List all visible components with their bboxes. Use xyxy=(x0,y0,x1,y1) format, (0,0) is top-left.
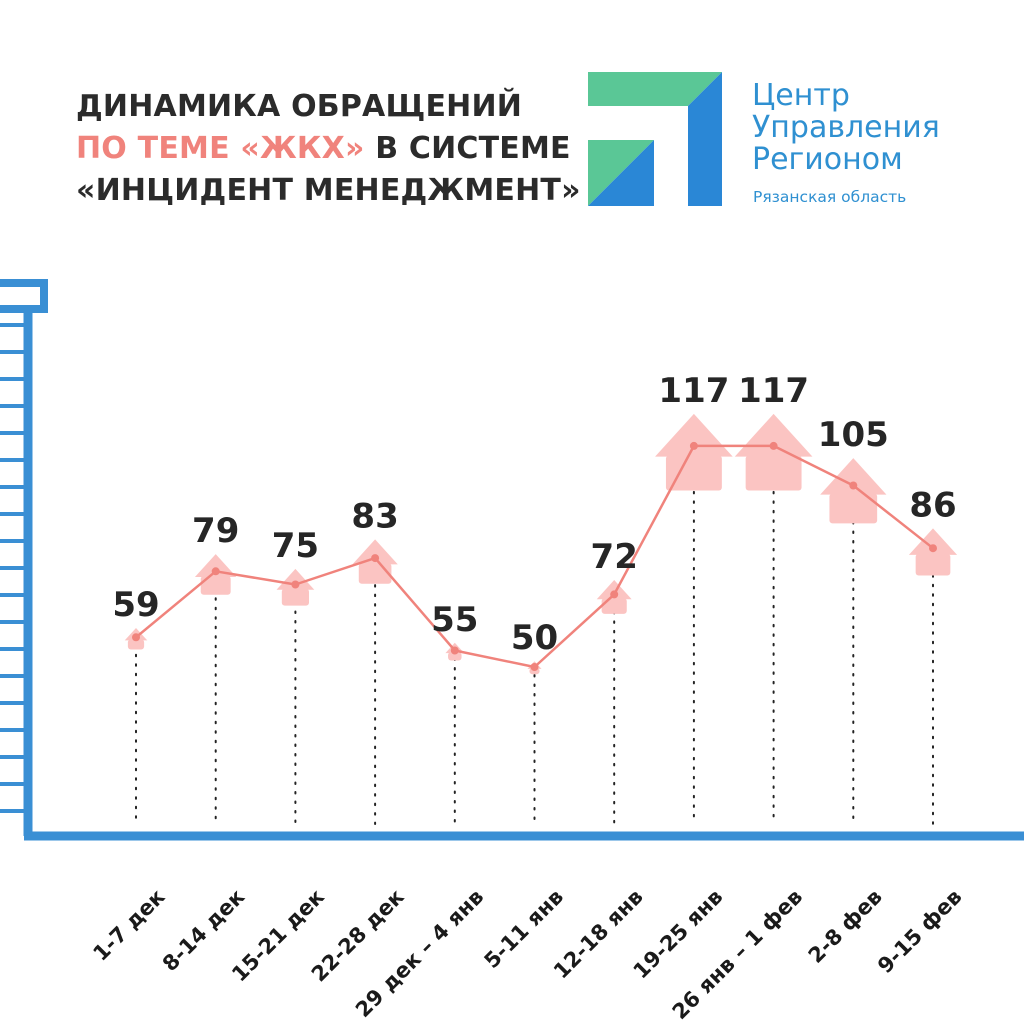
data-point xyxy=(849,481,858,490)
logo-region: Рязанская область xyxy=(753,188,907,206)
data-point xyxy=(769,441,778,450)
house-body xyxy=(358,563,392,584)
data-value-label: 86 xyxy=(909,485,956,525)
title-line-2-rest: В СИСТЕМЕ xyxy=(364,131,571,166)
house-roof xyxy=(908,528,958,555)
house-roof xyxy=(352,539,398,565)
house-body xyxy=(200,576,231,595)
logo-blue-lower xyxy=(588,140,654,206)
data-value-label: 117 xyxy=(738,371,809,411)
logo-blue-right xyxy=(688,72,722,206)
data-value-label: 117 xyxy=(658,371,729,411)
x-tick-label: 2-8 фев xyxy=(804,885,887,968)
house-body xyxy=(745,455,802,491)
data-value-label: 72 xyxy=(591,537,638,577)
data-point xyxy=(291,580,300,589)
data-value-label: 105 xyxy=(818,415,889,455)
house-body xyxy=(915,553,951,576)
data-point xyxy=(450,646,459,655)
house-marker xyxy=(908,528,958,576)
logo-name-line-3: Регионом xyxy=(752,142,903,177)
house-marker xyxy=(820,458,887,524)
house-marker xyxy=(276,568,315,606)
house-roof xyxy=(194,554,237,578)
house-marker xyxy=(596,580,632,614)
data-point xyxy=(132,633,140,642)
house-roof xyxy=(734,413,813,457)
house-roof xyxy=(596,580,632,600)
organization-logo: Центр Управления Регионом Рязанская обла… xyxy=(588,72,988,212)
house-roof xyxy=(276,568,315,590)
house-body xyxy=(448,652,462,661)
drop-lines xyxy=(135,452,934,825)
logo-name-line-1: Центр xyxy=(752,78,850,113)
logo-green-top xyxy=(588,72,722,106)
house-marker xyxy=(734,413,813,491)
house-marker xyxy=(194,554,237,595)
data-point xyxy=(610,590,619,599)
house-body xyxy=(601,598,627,614)
data-value-label: 75 xyxy=(272,526,319,566)
y-axis-ruler xyxy=(0,279,1024,841)
data-value-label: 79 xyxy=(192,511,239,551)
logo-mark-icon xyxy=(588,72,722,206)
title-line-1: ДИНАМИКА ОБРАЩЕНИЙ xyxy=(76,89,523,124)
data-point xyxy=(929,544,937,553)
logo-name-line-2: Управления xyxy=(752,110,940,145)
title-accent-text: ПО ТЕМЕ «ЖКХ» xyxy=(76,131,365,166)
logo-name: Центр Управления Регионом xyxy=(752,80,940,176)
x-tick-label: 9-15 фев xyxy=(873,885,967,979)
house-roof xyxy=(820,458,887,495)
data-value-label: 55 xyxy=(431,600,478,640)
house-body xyxy=(665,455,722,491)
data-value-label: 59 xyxy=(112,585,159,625)
house-marker xyxy=(655,413,733,491)
data-point xyxy=(689,441,698,450)
title-line-2: ПО ТЕМЕ «ЖКХ» В СИСТЕМЕ xyxy=(76,128,581,170)
data-line xyxy=(132,441,937,671)
data-point xyxy=(211,567,220,576)
data-value-label: 50 xyxy=(511,618,558,658)
house-body xyxy=(829,493,878,524)
house-roof xyxy=(655,413,733,457)
house-body xyxy=(281,588,309,606)
data-value-label: 83 xyxy=(351,496,398,536)
axis-top-cap xyxy=(0,279,48,313)
data-point xyxy=(530,663,539,671)
x-tick-label: 1-7 дек xyxy=(88,885,169,966)
data-point xyxy=(371,554,380,563)
house-body xyxy=(127,639,145,650)
chart-title: ДИНАМИКА ОБРАЩЕНИЙ ПО ТЕМЕ «ЖКХ» В СИСТЕ… xyxy=(76,86,581,212)
title-line-3: «ИНЦИДЕНТ МЕНЕДЖМЕНТ» xyxy=(76,173,581,208)
